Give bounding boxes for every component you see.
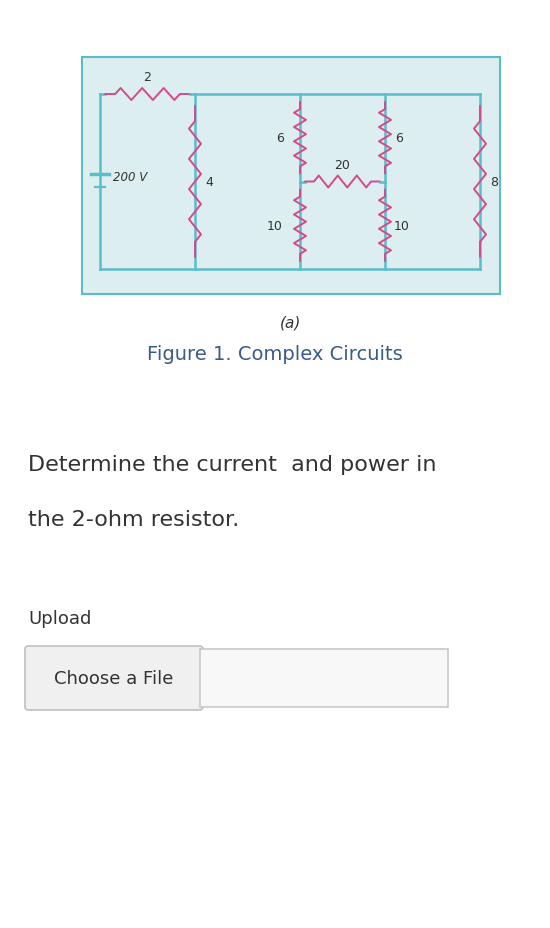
- Text: 200 V: 200 V: [113, 171, 147, 184]
- Text: Figure 1. Complex Circuits: Figure 1. Complex Circuits: [147, 344, 403, 364]
- Text: 4: 4: [205, 175, 213, 188]
- Text: 10: 10: [394, 220, 410, 233]
- Text: (a): (a): [280, 315, 302, 329]
- Text: the 2-ohm resistor.: the 2-ohm resistor.: [28, 509, 239, 530]
- FancyBboxPatch shape: [200, 650, 448, 707]
- Text: 20: 20: [334, 159, 350, 172]
- Text: Choose a File: Choose a File: [54, 669, 174, 688]
- Text: Determine the current  and power in: Determine the current and power in: [28, 455, 437, 474]
- Text: 8: 8: [490, 175, 498, 188]
- Text: 6: 6: [395, 132, 403, 145]
- FancyBboxPatch shape: [25, 646, 203, 710]
- Text: 6: 6: [276, 132, 284, 145]
- Text: 10: 10: [267, 220, 283, 233]
- Text: 2: 2: [144, 71, 151, 84]
- Text: Upload: Upload: [28, 610, 91, 627]
- FancyBboxPatch shape: [82, 58, 500, 295]
